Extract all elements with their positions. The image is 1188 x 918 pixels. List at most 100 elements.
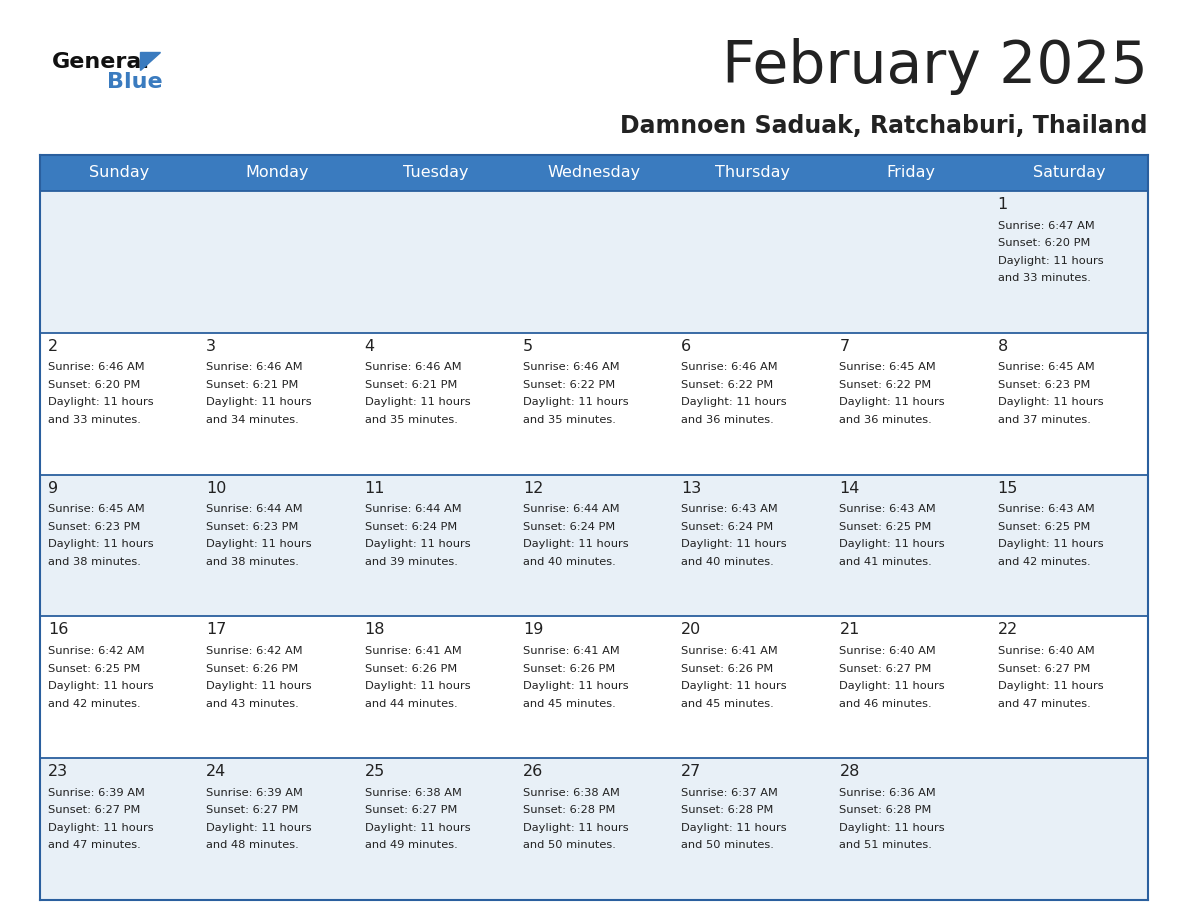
Text: 14: 14 bbox=[840, 481, 860, 496]
Text: and 33 minutes.: and 33 minutes. bbox=[998, 274, 1091, 283]
Text: Sunset: 6:22 PM: Sunset: 6:22 PM bbox=[840, 380, 931, 390]
Text: and 43 minutes.: and 43 minutes. bbox=[207, 699, 299, 709]
Text: Sunrise: 6:45 AM: Sunrise: 6:45 AM bbox=[840, 363, 936, 373]
Text: Sunset: 6:21 PM: Sunset: 6:21 PM bbox=[365, 380, 457, 390]
Text: Sunset: 6:27 PM: Sunset: 6:27 PM bbox=[207, 805, 298, 815]
Text: and 34 minutes.: and 34 minutes. bbox=[207, 415, 299, 425]
Text: Sunrise: 6:41 AM: Sunrise: 6:41 AM bbox=[681, 646, 778, 656]
Text: Sunrise: 6:41 AM: Sunrise: 6:41 AM bbox=[523, 646, 620, 656]
Text: Sunrise: 6:46 AM: Sunrise: 6:46 AM bbox=[207, 363, 303, 373]
Text: Daylight: 11 hours: Daylight: 11 hours bbox=[681, 681, 786, 691]
Text: 1: 1 bbox=[998, 197, 1007, 212]
Text: Sunrise: 6:42 AM: Sunrise: 6:42 AM bbox=[207, 646, 303, 656]
Text: Sunrise: 6:46 AM: Sunrise: 6:46 AM bbox=[681, 363, 778, 373]
Text: and 47 minutes.: and 47 minutes. bbox=[998, 699, 1091, 709]
Text: Daylight: 11 hours: Daylight: 11 hours bbox=[681, 397, 786, 408]
Text: and 46 minutes.: and 46 minutes. bbox=[840, 699, 933, 709]
Text: Daylight: 11 hours: Daylight: 11 hours bbox=[523, 397, 628, 408]
Text: Sunrise: 6:36 AM: Sunrise: 6:36 AM bbox=[840, 788, 936, 798]
Bar bbox=[40, 155, 1148, 191]
Text: Sunset: 6:23 PM: Sunset: 6:23 PM bbox=[998, 380, 1091, 390]
Text: Sunrise: 6:38 AM: Sunrise: 6:38 AM bbox=[523, 788, 620, 798]
Text: 26: 26 bbox=[523, 764, 543, 779]
Text: Sunset: 6:22 PM: Sunset: 6:22 PM bbox=[523, 380, 615, 390]
Text: Daylight: 11 hours: Daylight: 11 hours bbox=[998, 255, 1104, 265]
Text: Sunrise: 6:45 AM: Sunrise: 6:45 AM bbox=[998, 363, 1094, 373]
Text: Sunrise: 6:46 AM: Sunrise: 6:46 AM bbox=[48, 363, 145, 373]
Text: and 38 minutes.: and 38 minutes. bbox=[207, 556, 299, 566]
Text: 20: 20 bbox=[681, 622, 701, 637]
Text: Sunrise: 6:46 AM: Sunrise: 6:46 AM bbox=[523, 363, 619, 373]
Text: Sunset: 6:23 PM: Sunset: 6:23 PM bbox=[207, 521, 298, 532]
Text: and 38 minutes.: and 38 minutes. bbox=[48, 556, 141, 566]
Text: 25: 25 bbox=[365, 764, 385, 779]
Text: 5: 5 bbox=[523, 339, 533, 353]
Text: 13: 13 bbox=[681, 481, 701, 496]
Text: 3: 3 bbox=[207, 339, 216, 353]
Text: Sunset: 6:24 PM: Sunset: 6:24 PM bbox=[365, 521, 457, 532]
Text: 2: 2 bbox=[48, 339, 58, 353]
Text: Sunrise: 6:44 AM: Sunrise: 6:44 AM bbox=[207, 504, 303, 514]
Polygon shape bbox=[140, 52, 160, 70]
Text: and 33 minutes.: and 33 minutes. bbox=[48, 415, 141, 425]
Text: Daylight: 11 hours: Daylight: 11 hours bbox=[48, 823, 153, 833]
Text: and 36 minutes.: and 36 minutes. bbox=[681, 415, 773, 425]
Text: 21: 21 bbox=[840, 622, 860, 637]
Text: 23: 23 bbox=[48, 764, 68, 779]
Text: Daylight: 11 hours: Daylight: 11 hours bbox=[207, 823, 312, 833]
Text: 7: 7 bbox=[840, 339, 849, 353]
Text: Daylight: 11 hours: Daylight: 11 hours bbox=[998, 681, 1104, 691]
Text: and 50 minutes.: and 50 minutes. bbox=[681, 840, 775, 850]
Text: Sunrise: 6:43 AM: Sunrise: 6:43 AM bbox=[998, 504, 1094, 514]
Text: Sunset: 6:28 PM: Sunset: 6:28 PM bbox=[523, 805, 615, 815]
Text: Sunrise: 6:42 AM: Sunrise: 6:42 AM bbox=[48, 646, 145, 656]
Bar bbox=[40, 616, 1148, 758]
Text: Sunrise: 6:43 AM: Sunrise: 6:43 AM bbox=[840, 504, 936, 514]
Text: Thursday: Thursday bbox=[715, 165, 790, 181]
Text: Sunset: 6:26 PM: Sunset: 6:26 PM bbox=[207, 664, 298, 674]
Text: and 45 minutes.: and 45 minutes. bbox=[681, 699, 773, 709]
Bar bbox=[40, 475, 1148, 616]
Text: Sunset: 6:25 PM: Sunset: 6:25 PM bbox=[48, 664, 140, 674]
Text: Daylight: 11 hours: Daylight: 11 hours bbox=[840, 823, 944, 833]
Text: and 45 minutes.: and 45 minutes. bbox=[523, 699, 615, 709]
Text: Sunset: 6:24 PM: Sunset: 6:24 PM bbox=[523, 521, 615, 532]
Text: Daylight: 11 hours: Daylight: 11 hours bbox=[365, 681, 470, 691]
Text: Daylight: 11 hours: Daylight: 11 hours bbox=[681, 539, 786, 549]
Text: Sunset: 6:27 PM: Sunset: 6:27 PM bbox=[365, 805, 457, 815]
Text: and 42 minutes.: and 42 minutes. bbox=[48, 699, 140, 709]
Text: General: General bbox=[52, 52, 150, 72]
Text: Daylight: 11 hours: Daylight: 11 hours bbox=[523, 823, 628, 833]
Text: February 2025: February 2025 bbox=[722, 38, 1148, 95]
Text: 9: 9 bbox=[48, 481, 58, 496]
Text: Sunset: 6:25 PM: Sunset: 6:25 PM bbox=[998, 521, 1091, 532]
Text: 11: 11 bbox=[365, 481, 385, 496]
Text: and 37 minutes.: and 37 minutes. bbox=[998, 415, 1091, 425]
Text: 24: 24 bbox=[207, 764, 227, 779]
Text: and 47 minutes.: and 47 minutes. bbox=[48, 840, 140, 850]
Text: Daylight: 11 hours: Daylight: 11 hours bbox=[48, 539, 153, 549]
Text: Daylight: 11 hours: Daylight: 11 hours bbox=[840, 397, 944, 408]
Text: Sunrise: 6:45 AM: Sunrise: 6:45 AM bbox=[48, 504, 145, 514]
Text: and 49 minutes.: and 49 minutes. bbox=[365, 840, 457, 850]
Text: 16: 16 bbox=[48, 622, 69, 637]
Text: Daylight: 11 hours: Daylight: 11 hours bbox=[365, 397, 470, 408]
Text: 12: 12 bbox=[523, 481, 543, 496]
Text: Sunset: 6:26 PM: Sunset: 6:26 PM bbox=[365, 664, 457, 674]
Text: Sunset: 6:27 PM: Sunset: 6:27 PM bbox=[998, 664, 1091, 674]
Text: Sunset: 6:23 PM: Sunset: 6:23 PM bbox=[48, 521, 140, 532]
Text: and 51 minutes.: and 51 minutes. bbox=[840, 840, 933, 850]
Text: Daylight: 11 hours: Daylight: 11 hours bbox=[998, 539, 1104, 549]
Text: Sunrise: 6:38 AM: Sunrise: 6:38 AM bbox=[365, 788, 461, 798]
Text: Sunrise: 6:44 AM: Sunrise: 6:44 AM bbox=[523, 504, 619, 514]
Text: Daylight: 11 hours: Daylight: 11 hours bbox=[207, 681, 312, 691]
Text: Sunset: 6:22 PM: Sunset: 6:22 PM bbox=[681, 380, 773, 390]
Text: Sunrise: 6:46 AM: Sunrise: 6:46 AM bbox=[365, 363, 461, 373]
Text: Blue: Blue bbox=[107, 72, 163, 92]
Text: Daylight: 11 hours: Daylight: 11 hours bbox=[365, 823, 470, 833]
Text: Daylight: 11 hours: Daylight: 11 hours bbox=[207, 397, 312, 408]
Text: 17: 17 bbox=[207, 622, 227, 637]
Text: 27: 27 bbox=[681, 764, 701, 779]
Text: Daylight: 11 hours: Daylight: 11 hours bbox=[681, 823, 786, 833]
Text: and 41 minutes.: and 41 minutes. bbox=[840, 556, 933, 566]
